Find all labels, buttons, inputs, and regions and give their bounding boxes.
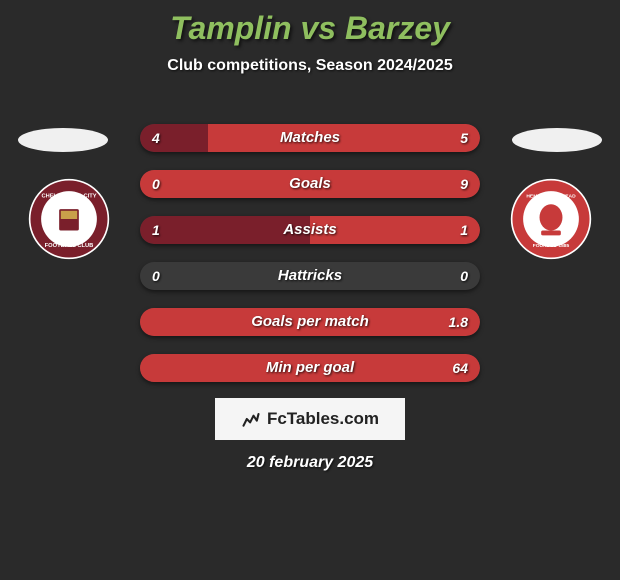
stat-value-right: 64	[452, 354, 468, 382]
stat-row: 4Matches5	[140, 124, 480, 152]
stat-row: 1Assists1	[140, 216, 480, 244]
svg-text:FOOTBALL CLUB: FOOTBALL CLUB	[45, 243, 94, 249]
player1-ellipse	[18, 128, 108, 152]
stat-row: 0Hattricks0	[140, 262, 480, 290]
player2-name: Barzey	[345, 10, 450, 46]
fctables-logo-icon	[241, 409, 261, 429]
stat-label: Assists	[140, 216, 480, 244]
stat-value-right: 1.8	[449, 308, 468, 336]
date-text: 20 february 2025	[0, 454, 620, 472]
fctables-branding: FcTables.com	[215, 398, 405, 440]
stat-row: Goals per match1.8	[140, 308, 480, 336]
hemel-hempstead-icon: HEMEL HEMPSTEAD FOUNDED 1885	[510, 178, 592, 260]
subtitle: Club competitions, Season 2024/2025	[0, 57, 620, 75]
player2-ellipse	[512, 128, 602, 152]
fctables-label: FcTables.com	[267, 409, 379, 429]
svg-text:FOUNDED 1885: FOUNDED 1885	[533, 243, 570, 249]
stat-value-right: 9	[460, 170, 468, 198]
stat-value-right: 5	[460, 124, 468, 152]
stat-row: 0Goals9	[140, 170, 480, 198]
stat-value-right: 1	[460, 216, 468, 244]
vs-text: vs	[300, 10, 336, 46]
stat-label: Min per goal	[140, 354, 480, 382]
stat-row: Min per goal64	[140, 354, 480, 382]
stat-value-right: 0	[460, 262, 468, 290]
club-badge-left: CHELMSFORD CITY FOOTBALL CLUB	[28, 178, 110, 260]
stat-label: Goals	[140, 170, 480, 198]
chelmsford-icon: CHELMSFORD CITY FOOTBALL CLUB	[28, 178, 110, 260]
stats-container: 4Matches50Goals91Assists10Hattricks0Goal…	[140, 124, 480, 400]
stat-label: Goals per match	[140, 308, 480, 336]
stat-label: Matches	[140, 124, 480, 152]
svg-text:HEMEL HEMPSTEAD: HEMEL HEMPSTEAD	[526, 194, 576, 200]
svg-text:CHELMSFORD CITY: CHELMSFORD CITY	[41, 194, 96, 200]
header-title: Tamplin vs Barzey	[0, 0, 620, 47]
club-badge-right: HEMEL HEMPSTEAD FOUNDED 1885	[510, 178, 592, 260]
stat-label: Hattricks	[140, 262, 480, 290]
player1-name: Tamplin	[170, 10, 291, 46]
